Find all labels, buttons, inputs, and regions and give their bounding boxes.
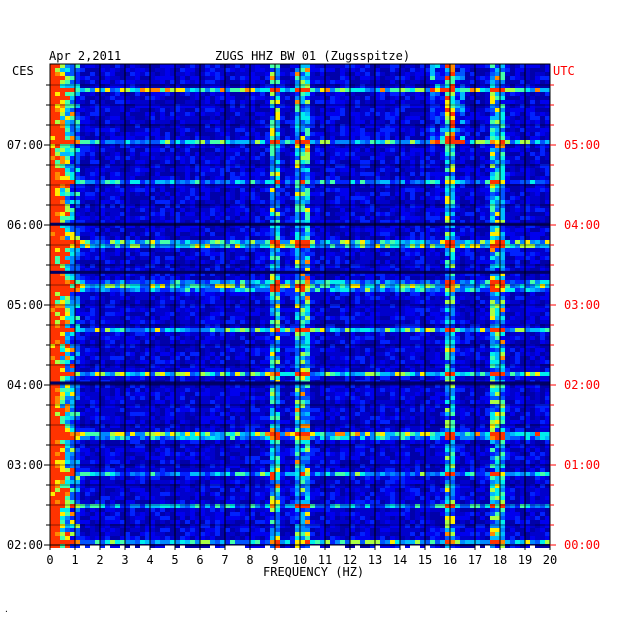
y-tick-label-right: 00:00 bbox=[564, 538, 600, 552]
x-tick-label: 10 bbox=[293, 553, 307, 567]
y-tick-label-left: 03:00 bbox=[7, 458, 43, 472]
y-tick-label-right: 02:00 bbox=[564, 378, 600, 392]
right-timezone-label: UTC bbox=[553, 64, 575, 78]
y-tick-label-left: 06:00 bbox=[7, 218, 43, 232]
x-tick-label: 2 bbox=[96, 553, 103, 567]
y-tick-label-left: 07:00 bbox=[7, 138, 43, 152]
x-tick-label: 11 bbox=[318, 553, 332, 567]
y-tick-label-left: 04:00 bbox=[7, 378, 43, 392]
x-tick-label: 6 bbox=[196, 553, 203, 567]
x-tick-label: 5 bbox=[171, 553, 178, 567]
grid-lines bbox=[50, 64, 550, 546]
x-axis-label: FREQUENCY (HZ) bbox=[263, 565, 365, 579]
y-tick-label-left: 05:00 bbox=[7, 298, 43, 312]
x-ticks: 0 1 2 3 4 5 6 7 8 9 10 11 12 13 14 15 16 17 18 19 20 bbox=[46, 545, 557, 567]
x-tick-label: 16 bbox=[443, 553, 457, 567]
y-tick-label-right: 05:00 bbox=[564, 138, 600, 152]
x-tick-label: 4 bbox=[146, 553, 153, 567]
chart-title: ZUGS HHZ BW 01 (Zugsspitze) bbox=[215, 49, 411, 63]
y-tick-label-right: 04:00 bbox=[564, 218, 600, 232]
x-tick-label: 12 bbox=[343, 553, 357, 567]
y-tick-label-left: 02:00 bbox=[7, 538, 43, 552]
x-tick-label: 1 bbox=[71, 553, 78, 567]
x-tick-label: 15 bbox=[418, 553, 432, 567]
x-tick-label: 7 bbox=[221, 553, 228, 567]
x-tick-label: 19 bbox=[518, 553, 532, 567]
left-timezone-label: CES bbox=[12, 64, 34, 78]
y-tick-label-right: 01:00 bbox=[564, 458, 600, 472]
x-tick-label: 8 bbox=[246, 553, 253, 567]
x-tick-label: 0 bbox=[46, 553, 53, 567]
x-tick-label: 17 bbox=[468, 553, 482, 567]
date-label: Apr 2,2011 bbox=[49, 49, 122, 63]
y-tick-label-right: 03:00 bbox=[564, 298, 600, 312]
x-tick-label: 3 bbox=[121, 553, 128, 567]
y-ticks: 07:00 06:00 05:00 04:00 03:00 02:00 05:00 04:00… bbox=[7, 84, 600, 552]
x-tick-label: 18 bbox=[493, 553, 507, 567]
spectrogram-heatmap bbox=[50, 64, 550, 548]
corner-mark: · bbox=[4, 607, 9, 616]
x-tick-label: 14 bbox=[393, 553, 407, 567]
x-tick-label: 13 bbox=[368, 553, 382, 567]
x-tick-label: 20 bbox=[543, 553, 557, 567]
x-tick-label: 9 bbox=[271, 553, 278, 567]
